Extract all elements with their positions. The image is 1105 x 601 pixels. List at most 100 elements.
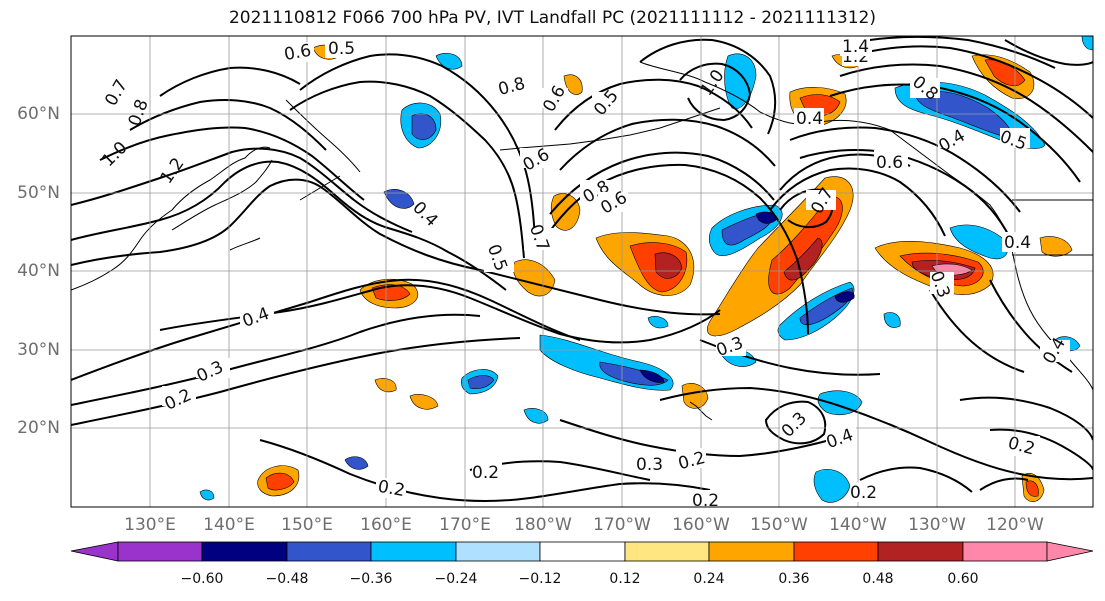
contour-line	[659, 386, 1093, 481]
contour-line	[559, 118, 776, 171]
contour-label: 0.4	[796, 109, 823, 129]
contour-line	[159, 66, 301, 97]
shade-negative	[639, 369, 665, 383]
shade-negative	[467, 375, 495, 390]
contour-line	[1004, 39, 1093, 66]
colorbar-tick-label: 0.48	[862, 571, 894, 587]
contour-line	[849, 45, 1093, 119]
contour-line	[839, 63, 1093, 153]
contour-line	[799, 149, 1011, 239]
lon-label: 130°W	[908, 515, 966, 535]
colorbar-tick-label: 0.12	[609, 571, 641, 587]
contour-line	[789, 126, 1021, 213]
shade-negative	[813, 469, 851, 503]
contour-line	[259, 439, 711, 502]
shade-positive	[374, 378, 397, 393]
colorbar-tick-label: 0.24	[693, 571, 725, 587]
shade-negative	[949, 224, 1009, 260]
shade-negative	[344, 456, 369, 470]
contour-line	[71, 337, 521, 426]
contour-line	[639, 38, 776, 135]
lat-label: 20°N	[17, 418, 60, 438]
contour-line	[979, 477, 1029, 491]
contour-label: 0.4	[1004, 233, 1031, 253]
colorbar-tick-label: −0.24	[434, 571, 478, 587]
colorbar-tick-label: 0.36	[778, 571, 810, 587]
shade-negative	[1081, 36, 1093, 51]
shade-negative	[523, 408, 549, 424]
lon-label: 160°E	[360, 515, 412, 535]
lon-label: 140°E	[203, 515, 255, 535]
contour-line	[859, 466, 973, 493]
contour-line	[679, 62, 752, 122]
shade-negative	[755, 211, 777, 224]
coastline-aleutians	[499, 107, 721, 151]
lon-label: 160°W	[672, 515, 730, 535]
map-title: 2021110812 F066 700 hPa PV, IVT Landfall…	[228, 8, 876, 28]
lon-label: 140°W	[829, 515, 887, 535]
contour-line	[71, 147, 413, 233]
contour-label: 0.2	[850, 483, 877, 503]
contour-label: 0.5	[328, 39, 355, 59]
shade-negative	[817, 390, 863, 415]
coastline-japan	[171, 159, 273, 251]
contour-line	[869, 36, 1056, 69]
shade-negative	[383, 189, 415, 209]
lat-label: 30°N	[17, 340, 60, 360]
map-border	[70, 35, 1094, 508]
contour-line	[71, 178, 721, 316]
contour-line	[71, 278, 581, 381]
coastline-asia	[71, 146, 271, 291]
contour-labels: 0.6 0.5 0.8 0.6 0.5 1.0 0.7 0.8 1.0 1.2 …	[98, 36, 1070, 511]
contour-line	[929, 289, 1025, 373]
shade-positive	[681, 383, 709, 409]
contour-label: 0.2	[692, 491, 719, 511]
shade-positive	[783, 237, 823, 281]
contour-line	[554, 78, 753, 131]
lat-label: 50°N	[17, 183, 60, 203]
lon-label: 130°E	[124, 515, 176, 535]
coastline-kamchatka	[285, 99, 361, 173]
contour-line	[99, 126, 365, 201]
lon-label: 150°W	[750, 515, 808, 535]
lat-label: 40°N	[17, 261, 60, 281]
colorbar	[70, 541, 1094, 562]
lon-label: 120°W	[986, 515, 1044, 535]
shade-negative	[647, 316, 669, 329]
shade-negative	[199, 489, 215, 501]
coastline-us-border	[1012, 199, 1093, 256]
contour-line	[829, 83, 1081, 183]
contour-line	[71, 160, 507, 291]
contour-line	[764, 400, 827, 445]
lon-label: 170°E	[439, 515, 491, 535]
map-gridlines	[71, 36, 1093, 507]
colorbar-tick-label: −0.12	[518, 571, 562, 587]
lon-label: 150°E	[281, 515, 333, 535]
shade-negative	[883, 312, 901, 328]
contour-label: 0.6	[876, 153, 903, 173]
shade-negative	[834, 291, 855, 303]
contour-line	[959, 396, 1093, 441]
shade-positive	[654, 252, 683, 279]
lat-label: 60°N	[17, 104, 60, 124]
shade-positive	[1025, 480, 1039, 497]
contour-label: 0.3	[636, 455, 663, 475]
colorbar-tick-label: −0.48	[265, 571, 309, 587]
coastline-hawaii	[689, 401, 713, 421]
contour-label: 0.2	[376, 477, 406, 501]
shade-positive	[265, 472, 295, 491]
contour-line	[769, 167, 946, 237]
colorbar-tick-label: 0.60	[947, 571, 979, 587]
contour-line	[989, 428, 1093, 471]
contour-line	[299, 53, 536, 243]
colorbar-tick-label: −0.36	[349, 571, 393, 587]
lon-label: 170°W	[593, 515, 651, 535]
lon-label: 180°W	[514, 515, 572, 535]
colorbar-extend-low	[70, 541, 119, 562]
colorbar-tick-label: −0.60	[180, 571, 224, 587]
contour-line	[71, 313, 481, 406]
shade-positive	[409, 394, 439, 410]
map-plot-area: 0.6 0.5 0.8 0.6 0.5 1.0 0.7 0.8 1.0 1.2 …	[71, 36, 1093, 511]
contour-label: 1.4	[842, 37, 869, 57]
